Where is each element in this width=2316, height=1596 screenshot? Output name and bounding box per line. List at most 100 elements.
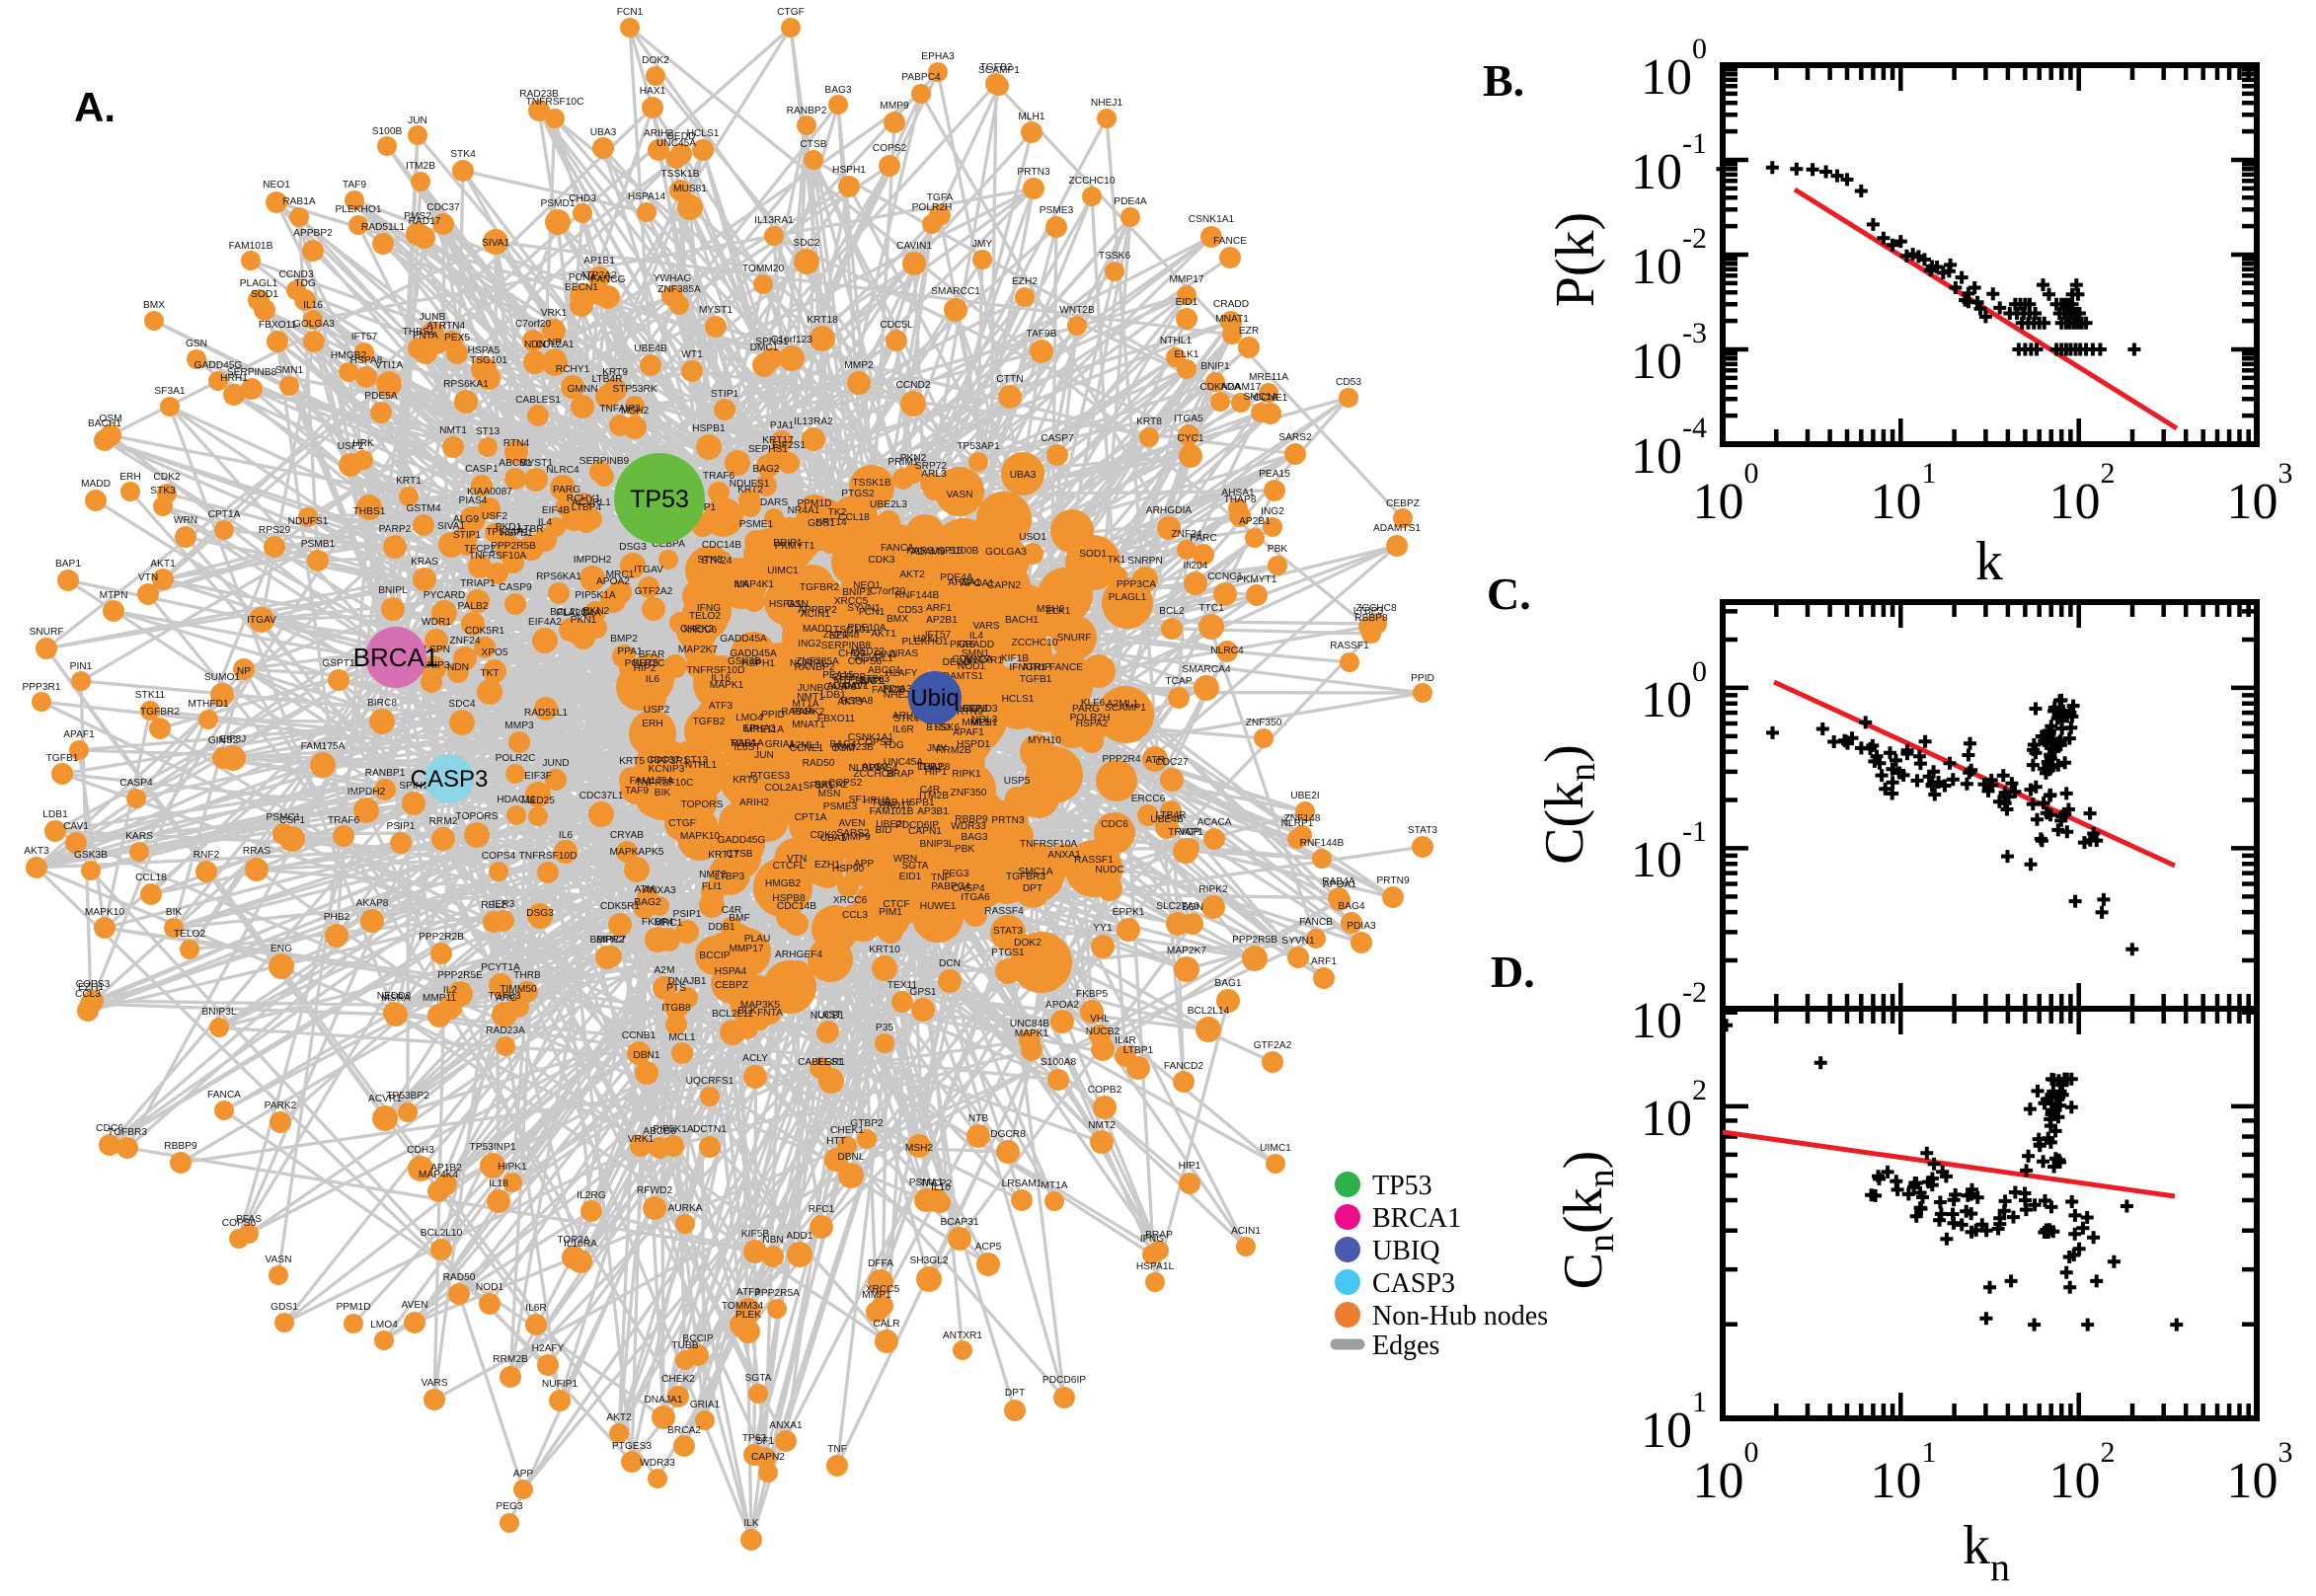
- svg-text:RNF144B: RNF144B: [1300, 838, 1345, 849]
- svg-text:IL6ST: IL6ST: [814, 1010, 841, 1021]
- svg-text:HSPH1: HSPH1: [832, 165, 866, 176]
- svg-text:HAX1: HAX1: [913, 634, 940, 645]
- svg-text:ILK: ILK: [743, 1518, 758, 1529]
- svg-text:ZCCHC8: ZCCHC8: [853, 769, 894, 780]
- svg-text:CDC37: CDC37: [647, 755, 680, 766]
- svg-text:PIM1: PIM1: [879, 907, 902, 918]
- svg-text:ATF3: ATF3: [709, 701, 733, 712]
- svg-text:USF2: USF2: [482, 511, 507, 522]
- svg-text:MUS81: MUS81: [673, 184, 707, 194]
- svg-text:BCCIP: BCCIP: [699, 950, 730, 961]
- svg-text:MSH2: MSH2: [905, 1143, 934, 1154]
- svg-text:CASP9: CASP9: [499, 582, 532, 593]
- svg-text:IFT57: IFT57: [351, 332, 378, 342]
- svg-text:CDK2: CDK2: [153, 472, 181, 483]
- svg-text:ZCCHC8: ZCCHC8: [1355, 603, 1397, 614]
- svg-text:NTB: NTB: [968, 1113, 989, 1124]
- svg-text:KARS: KARS: [125, 831, 153, 842]
- svg-text:PSME3: PSME3: [823, 801, 858, 812]
- svg-text:RBL2: RBL2: [481, 900, 506, 911]
- svg-text:KRT5: KRT5: [633, 658, 658, 669]
- svg-text:LTB4R: LTB4R: [592, 374, 623, 385]
- svg-text:GOLGA3: GOLGA3: [985, 547, 1027, 558]
- svg-text:ERCC6: ERCC6: [1131, 794, 1166, 804]
- svg-text:PPM1D: PPM1D: [797, 498, 831, 509]
- svg-text:CLSPN: CLSPN: [417, 645, 450, 655]
- svg-text:PLEKHO1: PLEKHO1: [902, 637, 949, 647]
- svg-text:BRAP: BRAP: [887, 769, 914, 780]
- svg-text:NLRC4: NLRC4: [546, 465, 579, 476]
- svg-text:CDC6: CDC6: [1101, 819, 1128, 830]
- svg-text:UNC84B: UNC84B: [1010, 1019, 1049, 1029]
- svg-text:KRT18: KRT18: [807, 315, 838, 326]
- svg-text:RTN4: RTN4: [439, 321, 466, 332]
- svg-text:MAPK10: MAPK10: [85, 907, 125, 918]
- svg-text:TK1: TK1: [1108, 555, 1126, 566]
- svg-text:IL6R: IL6R: [892, 724, 914, 735]
- svg-text:SGTA: SGTA: [745, 1373, 772, 1384]
- svg-text:CCNE1: CCNE1: [1254, 393, 1288, 404]
- svg-text:THAP8: THAP8: [1224, 494, 1257, 505]
- svg-text:CDC27: CDC27: [1155, 757, 1189, 768]
- svg-text:PSMA1: PSMA1: [909, 1178, 944, 1188]
- svg-text:FAM101B: FAM101B: [870, 806, 914, 817]
- svg-text:KRT17: KRT17: [708, 850, 739, 861]
- svg-text:CPT1A: CPT1A: [208, 509, 241, 520]
- svg-text:IL10RA: IL10RA: [564, 1239, 597, 1250]
- svg-text:PSIP1: PSIP1: [673, 909, 702, 920]
- svg-text:TDG: TDG: [883, 740, 904, 751]
- svg-text:STK4: STK4: [893, 714, 919, 724]
- svg-text:NDUFS1: NDUFS1: [730, 479, 770, 490]
- svg-text:ATM: ATM: [635, 884, 656, 895]
- svg-text:HSPH1: HSPH1: [741, 658, 775, 669]
- svg-text:TOMM20: TOMM20: [742, 264, 785, 274]
- svg-text:FANCA: FANCA: [881, 543, 914, 554]
- svg-text:SEPHS1: SEPHS1: [748, 444, 789, 455]
- svg-text:VASN: VASN: [266, 1254, 292, 1265]
- svg-text:HSPA4: HSPA4: [715, 966, 747, 977]
- svg-text:PPP2R5B: PPP2R5B: [491, 541, 536, 552]
- svg-text:ATF3: ATF3: [736, 1287, 760, 1298]
- svg-text:PSIP1: PSIP1: [387, 821, 416, 832]
- svg-text:PKMYT1: PKMYT1: [775, 541, 815, 552]
- svg-text:CRADD: CRADD: [959, 640, 994, 650]
- svg-text:MCL1: MCL1: [668, 1032, 696, 1043]
- svg-text:STK11: STK11: [135, 690, 166, 701]
- svg-text:SERPINB8: SERPINB8: [821, 641, 872, 651]
- svg-text:PEX5: PEX5: [444, 333, 470, 343]
- svg-text:ARHGDIB: ARHGDIB: [892, 711, 939, 722]
- svg-text:MMP11: MMP11: [423, 993, 457, 1004]
- svg-text:MSRA: MSRA: [381, 993, 411, 1004]
- svg-text:FANCB: FANCB: [1299, 917, 1333, 928]
- svg-text:KARS: KARS: [906, 546, 934, 557]
- svg-text:NUCB2: NUCB2: [1086, 1026, 1120, 1037]
- svg-text:UBA1: UBA1: [820, 833, 847, 844]
- svg-text:ACP5: ACP5: [975, 1242, 1002, 1253]
- svg-text:SGTA: SGTA: [902, 861, 929, 872]
- svg-text:PRIM1: PRIM1: [888, 457, 918, 468]
- svg-text:PARK2: PARK2: [793, 707, 825, 718]
- svg-text:CASP7: CASP7: [1041, 433, 1074, 444]
- svg-text:PABPC4: PABPC4: [931, 881, 970, 892]
- svg-text:PIP5K1A: PIP5K1A: [575, 590, 616, 601]
- svg-text:PLAGL1: PLAGL1: [240, 278, 278, 289]
- svg-text:FANCA: FANCA: [207, 1090, 241, 1101]
- svg-text:PPP2R4: PPP2R4: [1102, 754, 1140, 765]
- svg-text:NEO1: NEO1: [263, 180, 290, 190]
- svg-text:SMC1A: SMC1A: [1018, 867, 1052, 877]
- svg-text:TP53BP2: TP53BP2: [386, 1091, 429, 1102]
- svg-text:AHSA1: AHSA1: [1221, 488, 1255, 498]
- svg-text:IMPDH2: IMPDH2: [574, 555, 612, 566]
- svg-text:RCHY1: RCHY1: [556, 364, 590, 375]
- svg-text:COPS6: COPS6: [848, 656, 883, 667]
- svg-text:HSPA8: HSPA8: [841, 696, 874, 707]
- svg-text:PSMC1: PSMC1: [266, 812, 300, 823]
- svg-text:ZCCHC10: ZCCHC10: [1012, 638, 1058, 648]
- svg-text:RNF2: RNF2: [193, 850, 220, 861]
- svg-text:TAF9: TAF9: [343, 180, 366, 190]
- svg-text:USP5: USP5: [1004, 776, 1031, 787]
- svg-text:C4R: C4R: [920, 785, 940, 796]
- svg-text:FBXO11: FBXO11: [259, 320, 297, 331]
- svg-text:CTTN: CTTN: [996, 374, 1023, 385]
- svg-text:TRIAP1: TRIAP1: [460, 578, 496, 589]
